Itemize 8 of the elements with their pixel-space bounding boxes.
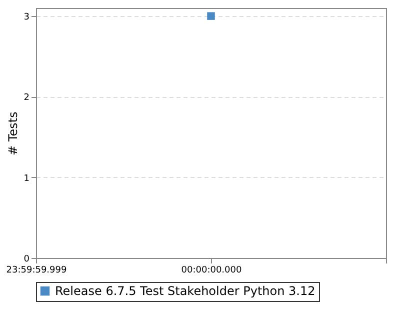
y-tick-label: 3	[24, 12, 30, 23]
y-tick-label: 2	[24, 93, 30, 104]
y-axis-title: # Tests	[6, 112, 20, 156]
x-tick-label: 23:59:59.999	[6, 266, 67, 276]
x-tick-label: 00:00:00.000	[181, 266, 242, 276]
y-tick-label: 0	[24, 254, 30, 264]
legend-label: Release 6.7.5 Test Stakeholder Python 3.12	[55, 284, 316, 298]
y-tick-label: 1	[24, 174, 30, 184]
